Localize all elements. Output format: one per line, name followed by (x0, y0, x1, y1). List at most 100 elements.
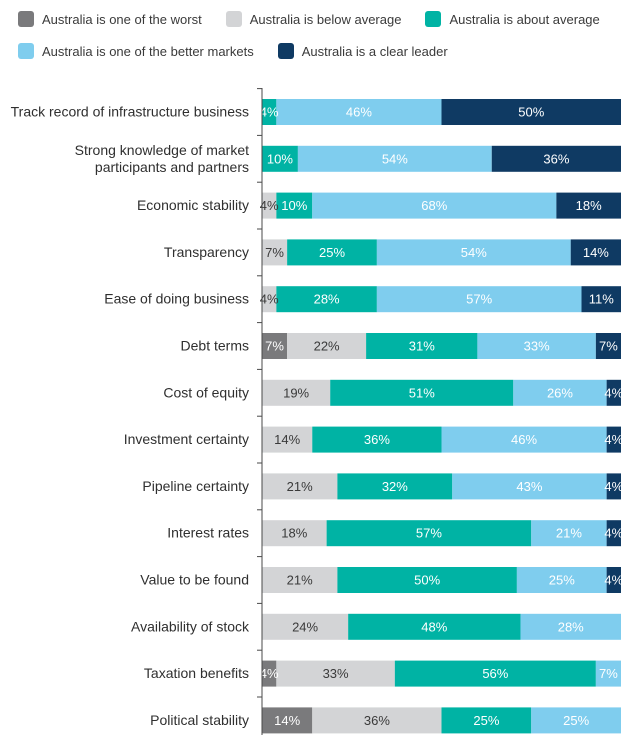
legend-label: Australia is about average (449, 11, 600, 27)
data-label: 4% (260, 292, 279, 307)
data-label: 24% (292, 619, 318, 634)
data-label: 4% (260, 198, 279, 213)
data-label: 28% (558, 619, 584, 634)
bar-segment (520, 613, 621, 640)
bar-segment (262, 239, 288, 266)
data-label: 14% (274, 713, 300, 728)
data-label: 36% (543, 151, 569, 166)
data-label: 21% (556, 526, 582, 541)
data-label: 33% (524, 339, 550, 354)
data-label: 4% (260, 105, 279, 120)
y-axis-ticks (257, 88, 262, 698)
data-label: 7% (599, 666, 618, 681)
legend-label: Australia is one of the better markets (42, 43, 254, 59)
bar-segment (376, 239, 571, 266)
bar-segment (262, 333, 288, 359)
bar-segment (531, 520, 607, 547)
bar-segment (262, 520, 327, 547)
bar-segment (516, 567, 607, 593)
data-label: 36% (364, 432, 390, 447)
bar-segment (366, 333, 478, 359)
bar-segment (276, 286, 377, 313)
bar-segment (262, 379, 331, 406)
category-label: Taxation benefits (144, 665, 249, 681)
data-label: 18% (576, 198, 602, 213)
category-label: Cost of equity (163, 384, 249, 400)
bar-segment (337, 473, 453, 500)
bar-segment (312, 192, 557, 219)
legend: Australia is one of the worst Australia i… (18, 8, 638, 72)
bar-segment (606, 520, 621, 547)
data-label: 36% (364, 713, 390, 728)
legend-item: Australia is one of the worst (18, 11, 202, 27)
data-label: 7% (265, 339, 284, 354)
data-label: 68% (421, 198, 447, 213)
bar-segment (452, 473, 607, 500)
bar-segment (441, 99, 621, 125)
data-label: 4% (604, 479, 623, 494)
data-label: 57% (466, 292, 492, 307)
data-label: 4% (604, 432, 623, 447)
category-label: Political stability (150, 712, 249, 728)
data-label: 14% (583, 245, 609, 260)
data-label: 4% (604, 385, 623, 400)
category-label: Availability of stock (131, 618, 250, 634)
bar-segment (262, 192, 277, 219)
data-label: 10% (267, 151, 293, 166)
bar-segment (276, 192, 313, 219)
data-label: 57% (416, 526, 442, 541)
legend-item: Australia is a clear leader (277, 43, 448, 59)
legend-label: Australia is below average (249, 11, 402, 27)
data-label: 43% (516, 479, 542, 494)
data-label: 51% (409, 385, 435, 400)
category-label: Ease of doing business (104, 291, 249, 307)
category-label: participants and partners (95, 159, 249, 175)
legend-row: Australia is one of the better markets Au… (18, 40, 638, 62)
bar-segment (491, 145, 621, 172)
legend-swatch (18, 11, 34, 27)
data-label: 18% (281, 526, 307, 541)
category-label: Economic stability (137, 197, 249, 213)
legend-item: Australia is one of the better markets (18, 43, 254, 59)
bar-segment (556, 192, 621, 219)
data-label: 4% (604, 573, 623, 588)
data-label: 50% (518, 105, 544, 120)
bar-segment (441, 707, 532, 734)
bar-segment (262, 286, 277, 313)
data-label: 50% (414, 573, 440, 588)
category-labels: Track record of infrastructure business S… (11, 104, 250, 728)
bar-segment (276, 99, 442, 125)
bar-segment (477, 333, 596, 359)
bar-segment (262, 426, 313, 453)
bar-segment (441, 426, 607, 453)
bar-segment (297, 145, 492, 172)
data-label: 33% (323, 666, 349, 681)
category-label: Transparency (164, 244, 249, 260)
category-label: Track record of infrastructure business (11, 104, 249, 120)
data-label: 28% (314, 292, 340, 307)
data-label: 56% (482, 666, 508, 681)
category-label: Value to be found (140, 572, 249, 588)
legend-swatch (225, 11, 242, 27)
legend-swatch (425, 11, 442, 27)
data-label: 21% (287, 573, 313, 588)
bar-segment (606, 473, 621, 500)
data-label: 11% (589, 292, 614, 307)
legend-swatch (277, 43, 294, 59)
data-label: 48% (421, 619, 447, 634)
bar-segment (581, 286, 621, 313)
data-label: 19% (283, 385, 309, 400)
bar-segment (262, 613, 349, 640)
bar-segment (606, 426, 621, 453)
bar-segment (330, 379, 514, 406)
category-label: Debt terms (181, 338, 249, 354)
bar-segment (312, 707, 442, 734)
data-label: 4% (604, 526, 623, 541)
legend-swatch (18, 43, 34, 59)
data-label: 54% (382, 151, 408, 166)
bar-segment (262, 660, 277, 687)
data-label: 46% (511, 432, 537, 447)
legend-item: Australia is below average (225, 11, 402, 27)
